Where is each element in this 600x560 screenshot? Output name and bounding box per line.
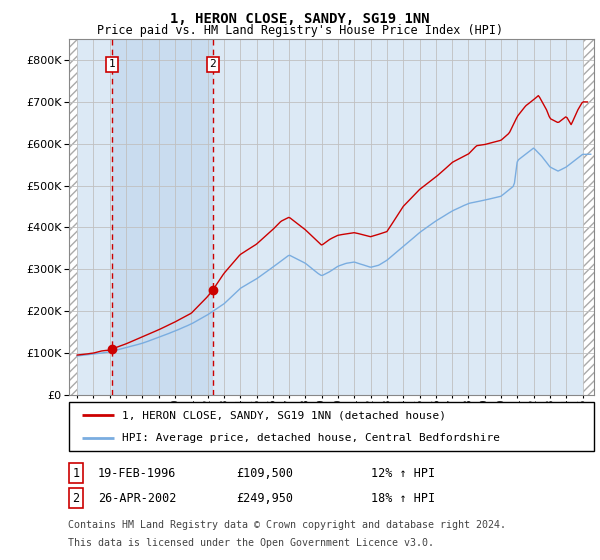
Text: 18% ↑ HPI: 18% ↑ HPI (371, 492, 435, 505)
Text: £109,500: £109,500 (236, 466, 293, 480)
Text: £249,950: £249,950 (236, 492, 293, 505)
Text: HPI: Average price, detached house, Central Bedfordshire: HPI: Average price, detached house, Cent… (121, 433, 499, 444)
Bar (69, 39, 77, 395)
Text: Price paid vs. HM Land Registry's House Price Index (HPI): Price paid vs. HM Land Registry's House … (97, 24, 503, 36)
Text: Contains HM Land Registry data © Crown copyright and database right 2024.: Contains HM Land Registry data © Crown c… (68, 520, 506, 530)
Text: 1: 1 (73, 466, 80, 480)
Text: This data is licensed under the Open Government Licence v3.0.: This data is licensed under the Open Gov… (68, 538, 434, 548)
Text: 2: 2 (73, 492, 80, 505)
Bar (583, 39, 594, 395)
Text: 1, HERON CLOSE, SANDY, SG19 1NN (detached house): 1, HERON CLOSE, SANDY, SG19 1NN (detache… (121, 410, 445, 421)
Text: 1: 1 (109, 59, 115, 69)
Bar (112, 39, 213, 395)
Text: 12% ↑ HPI: 12% ↑ HPI (371, 466, 435, 480)
Text: 1, HERON CLOSE, SANDY, SG19 1NN: 1, HERON CLOSE, SANDY, SG19 1NN (170, 12, 430, 26)
Text: 2: 2 (209, 59, 216, 69)
Text: 26-APR-2002: 26-APR-2002 (98, 492, 176, 505)
Text: 19-FEB-1996: 19-FEB-1996 (98, 466, 176, 480)
